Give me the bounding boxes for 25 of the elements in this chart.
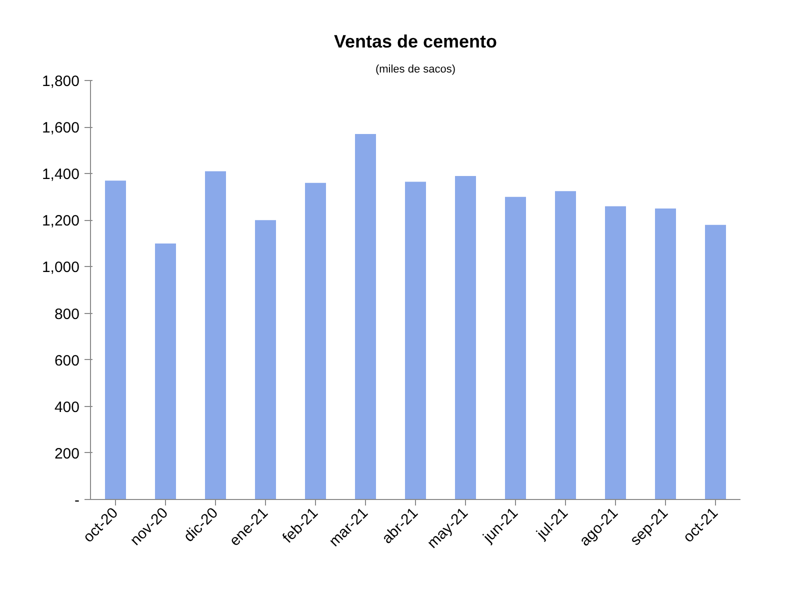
y-tick-label: 1,600 xyxy=(42,120,80,137)
bar xyxy=(255,220,276,500)
bar xyxy=(405,182,426,500)
y-tick-label: - xyxy=(74,492,80,509)
bar xyxy=(455,176,476,500)
y-tick-label: 200 xyxy=(54,445,80,462)
y-tick-label: 1,800 xyxy=(42,73,80,90)
y-tick-label: 1,200 xyxy=(42,212,80,230)
bar xyxy=(605,206,626,500)
bar xyxy=(155,243,176,500)
bar xyxy=(505,196,526,500)
chart-title: Ventas de cemento xyxy=(334,32,498,52)
bar xyxy=(355,134,376,500)
y-tick-label: 600 xyxy=(54,352,80,370)
chart-subtitle: (miles de sacos) xyxy=(375,64,456,76)
bar xyxy=(305,182,326,500)
bar xyxy=(105,180,126,500)
y-tick-label: 1,000 xyxy=(42,259,80,276)
y-tick-label: 800 xyxy=(54,306,80,323)
bar xyxy=(205,171,226,500)
bar xyxy=(705,224,726,500)
bar xyxy=(655,208,676,500)
bar xyxy=(555,191,576,500)
y-tick-label: 1,400 xyxy=(42,166,80,184)
y-tick-label: 400 xyxy=(54,398,80,416)
